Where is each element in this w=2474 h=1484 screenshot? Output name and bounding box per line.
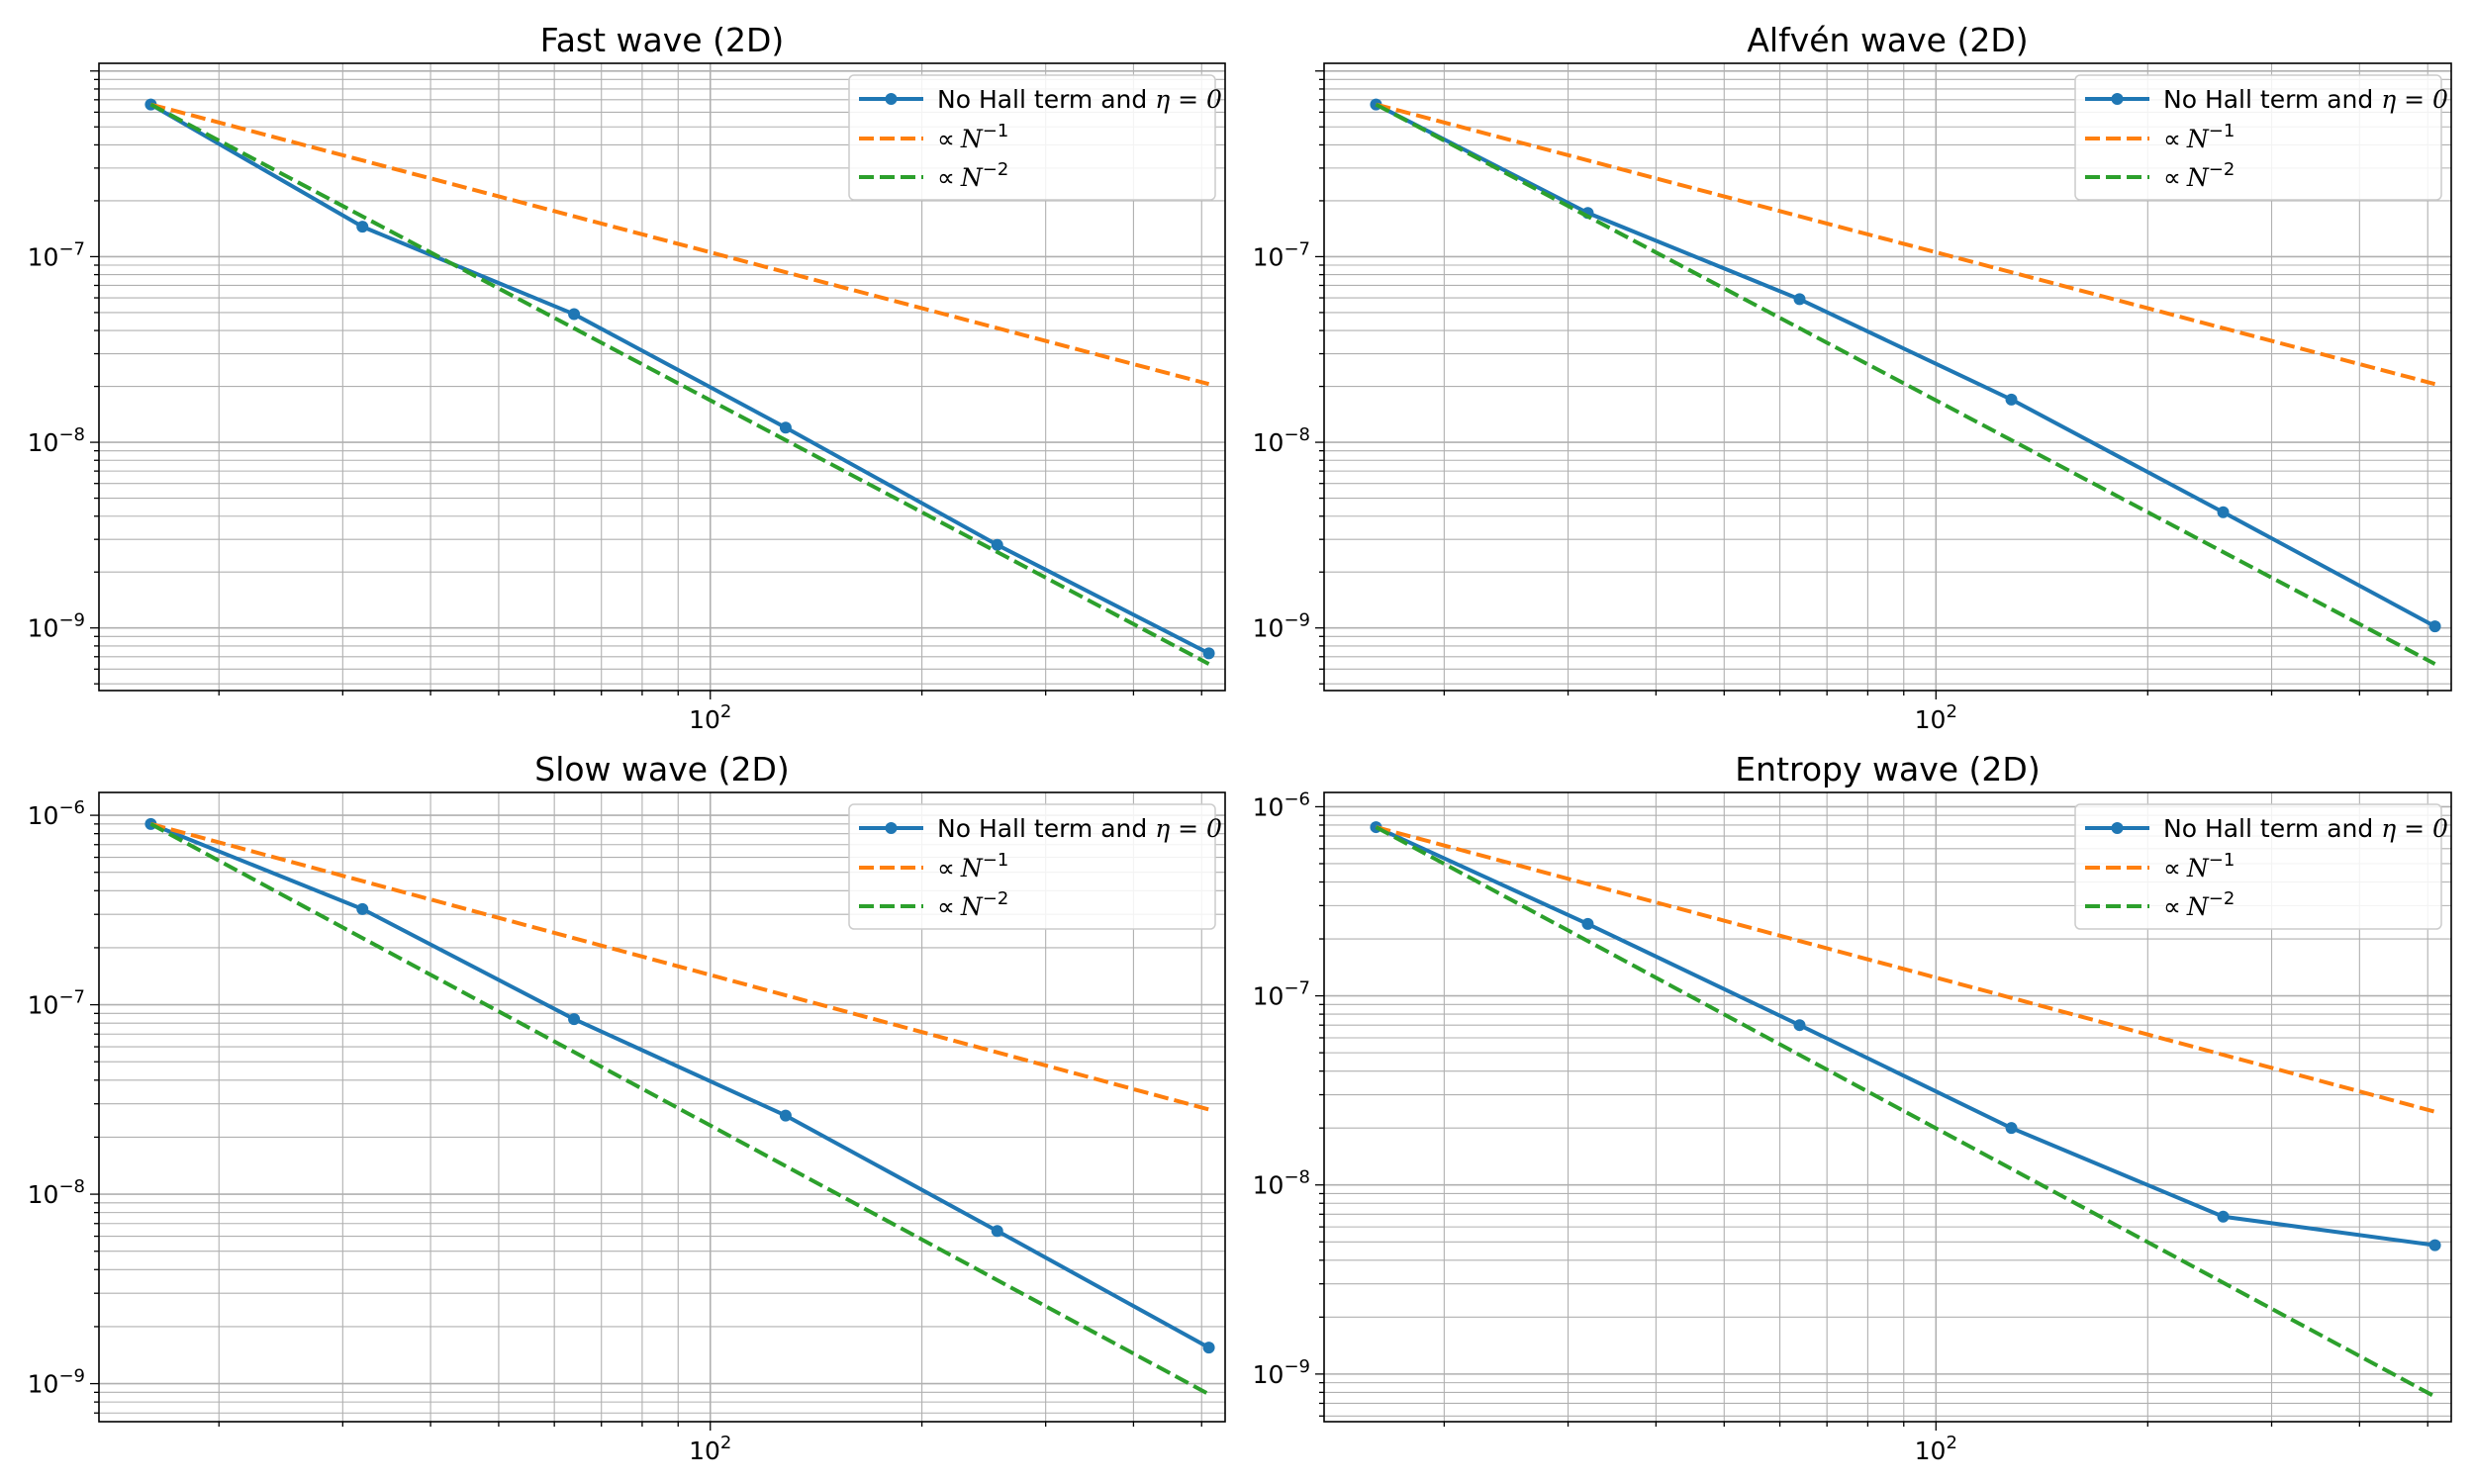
- y-tick-label: 10−9: [1253, 610, 1310, 643]
- data-point-marker: [1793, 1019, 1806, 1032]
- x-tick-label: 102: [1915, 701, 1957, 734]
- x-tick-label: 102: [1915, 1433, 1957, 1465]
- chart-title: Slow wave (2D): [534, 750, 789, 788]
- series-order2-line: [1375, 102, 2436, 666]
- axis-ticks: [1315, 70, 2428, 699]
- legend: No Hall term and η = 0 ∝ N−1 ∝ N−2: [2074, 74, 2448, 201]
- x-tick-label: 102: [689, 1433, 731, 1465]
- axes-frame: [98, 62, 1226, 692]
- legend-box: [2074, 74, 2442, 201]
- series-order1-line: [149, 102, 1210, 387]
- data-point-marker: [779, 1109, 792, 1122]
- chart-title: Fast wave (2D): [540, 21, 785, 59]
- plot-area: [144, 98, 1215, 666]
- y-tick-label: 10−9: [28, 1366, 85, 1399]
- chart-panel-2: 102 10−9 10−8 10−7 10−6 Slow wave (2D) No Hall…: [28, 750, 1226, 1465]
- legend-label-order1: ∝ N−1: [937, 850, 1008, 882]
- series-order1-line: [1375, 825, 2436, 1114]
- series-measured-line: [1375, 825, 2435, 1248]
- data-point-marker: [2428, 620, 2441, 633]
- chart-title: Alfvén wave (2D): [1747, 21, 2028, 59]
- series-order1-line: [149, 821, 1210, 1112]
- y-tick-label: 10−6: [1253, 788, 1310, 821]
- legend-label-order1: ∝ N−1: [2163, 121, 2235, 153]
- legend-label-order2: ∝ N−2: [2163, 888, 2235, 921]
- axes-frame: [1323, 62, 2452, 692]
- legend-label-order2: ∝ N−2: [2163, 159, 2235, 192]
- legend: No Hall term and η = 0 ∝ N−1 ∝ N−2: [848, 74, 1222, 201]
- data-point-marker: [2217, 1210, 2230, 1223]
- grid: [99, 792, 1225, 1422]
- legend-marker: [2111, 93, 2124, 105]
- legend-label-order2: ∝ N−2: [937, 159, 1008, 192]
- series-measured-line: [1375, 102, 2436, 628]
- data-point-marker: [991, 538, 1003, 551]
- series-order1-line: [1375, 102, 2436, 387]
- data-point-marker: [1202, 1342, 1215, 1354]
- plot-area: [144, 817, 1215, 1396]
- legend: No Hall term and η = 0 ∝ N−1 ∝ N−2: [848, 803, 1222, 930]
- data-point-marker: [2428, 1239, 2441, 1252]
- y-tick-label: 10−7: [1253, 978, 1310, 1011]
- y-tick-label: 10−6: [28, 797, 85, 830]
- data-point-marker: [991, 1225, 1003, 1238]
- series-order2-line: [149, 822, 1210, 1396]
- y-tick-label: 10−8: [1253, 1167, 1310, 1200]
- legend-marker: [885, 822, 898, 834]
- chart-title: Entropy wave (2D): [1735, 750, 2040, 788]
- x-tick-label: 102: [689, 701, 731, 734]
- data-point-marker: [2217, 506, 2230, 518]
- legend-label-order1: ∝ N−1: [2163, 850, 2235, 882]
- legend-label-measured: No Hall term and η = 0: [2163, 85, 2448, 114]
- data-point-marker: [1793, 293, 1806, 306]
- data-point-marker: [2005, 1122, 2018, 1135]
- axes-frame: [98, 791, 1226, 1423]
- legend-label-order1: ∝ N−1: [937, 121, 1008, 153]
- y-tick-label: 10−8: [1253, 424, 1310, 457]
- legend-box: [848, 803, 1216, 930]
- series-order2-line: [149, 102, 1210, 666]
- legend-marker: [2111, 822, 2124, 834]
- y-tick-label: 10−9: [28, 610, 85, 643]
- plot-area: [1370, 98, 2441, 666]
- data-point-marker: [779, 421, 792, 434]
- chart-panel-3: 102 10−9 10−8 10−7 10−6 Entropy wave (2D) No H…: [1253, 750, 2452, 1465]
- data-point-marker: [568, 308, 581, 321]
- legend-label-measured: No Hall term and η = 0: [937, 814, 1222, 843]
- y-tick-label: 10−9: [1253, 1356, 1310, 1389]
- chart-panel-0: 102 10−9 10−8 10−7 Fast wave (2D) No Hall ter…: [28, 21, 1226, 734]
- data-point-marker: [1581, 917, 1594, 930]
- legend-marker: [885, 93, 898, 105]
- chart-panel-1: 102 10−9 10−8 10−7 Alfvén wave (2D) No Hall t…: [1253, 21, 2452, 734]
- axis-ticks: [1315, 805, 2428, 1431]
- legend-box: [848, 74, 1216, 201]
- series-measured-line: [149, 821, 1210, 1349]
- data-point-marker: [356, 902, 369, 915]
- y-tick-label: 10−7: [28, 238, 85, 271]
- legend-box: [2074, 803, 2442, 930]
- y-tick-label: 10−7: [1253, 238, 1310, 271]
- series-measured-line: [149, 102, 1210, 656]
- data-point-marker: [2005, 393, 2018, 406]
- data-point-marker: [1202, 647, 1215, 660]
- axes-frame: [1323, 791, 2452, 1423]
- legend-label-measured: No Hall term and η = 0: [2163, 814, 2448, 843]
- axis-ticks: [90, 814, 1202, 1431]
- data-point-marker: [568, 1013, 581, 1026]
- legend-label-order2: ∝ N−2: [937, 888, 1008, 921]
- y-tick-label: 10−8: [28, 1176, 85, 1209]
- series-order2-line: [1375, 825, 2436, 1399]
- legend-label-measured: No Hall term and η = 0: [937, 85, 1222, 114]
- y-tick-label: 10−8: [28, 424, 85, 457]
- axis-ticks: [90, 70, 1202, 699]
- y-tick-label: 10−7: [28, 987, 85, 1020]
- plot-area: [1370, 821, 2441, 1399]
- legend: No Hall term and η = 0 ∝ N−1 ∝ N−2: [2074, 803, 2448, 930]
- data-point-marker: [356, 221, 369, 233]
